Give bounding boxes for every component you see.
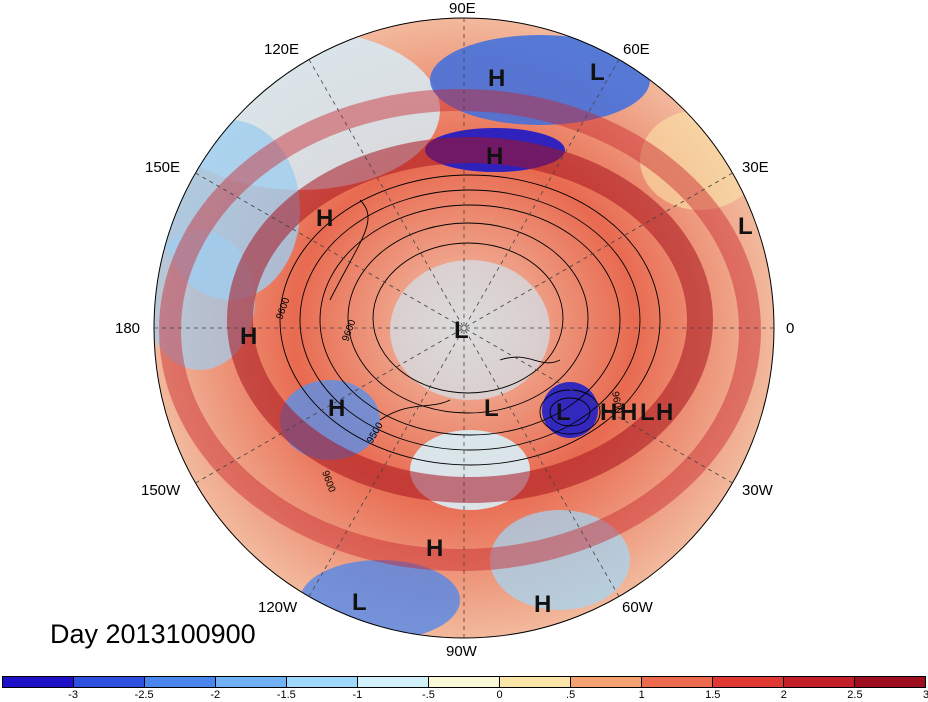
colorbar-tick-label: 0 (496, 689, 503, 701)
pressure-marker: H (656, 399, 673, 426)
pressure-marker: L (352, 589, 367, 616)
longitude-label: 90E (449, 0, 476, 17)
pressure-marker: H (328, 395, 345, 422)
colorbar-tick-label: -3 (68, 689, 78, 701)
longitude-label: 120E (264, 41, 300, 58)
colorbar-swatch (429, 677, 500, 687)
pressure-marker: H (316, 205, 333, 232)
colorbar-tick-label: 3 (922, 689, 928, 701)
colorbar-swatch (571, 677, 642, 687)
colorbar-tick-label: .5 (566, 689, 576, 701)
pressure-marker: L (640, 399, 655, 426)
pressure-marker: L (590, 59, 605, 86)
pressure-marker: H (620, 399, 637, 426)
date-title: Day 2013100900 (50, 619, 256, 649)
geopotential-contours (279, 174, 661, 466)
colorbar-swatch (74, 677, 145, 687)
colorbar-tick-label: -2 (210, 689, 221, 701)
colorbar-tick-label: -.5 (422, 689, 435, 701)
pressure-system-markers: H L H L H H L H L H H L H L H H L (240, 59, 753, 618)
colorbar-swatch (642, 677, 713, 687)
longitude-label: 60W (622, 599, 653, 616)
colorbar-swatch (3, 677, 74, 687)
pressure-marker: H (486, 143, 503, 170)
pressure-marker: H (488, 65, 505, 92)
colorbar-tick-label: 2.5 (847, 689, 863, 701)
colorbar-tick-label: 2 (780, 689, 787, 701)
longitude-label: 90W (446, 643, 477, 660)
colorbar-swatch (855, 677, 925, 687)
contour-label: 9600 (609, 391, 624, 415)
pressure-marker: L (556, 399, 571, 426)
longitude-label: 60E (623, 41, 650, 58)
longitude-label: 150W (141, 482, 181, 499)
pressure-marker: H (240, 323, 257, 350)
longitude-label: 30W (742, 482, 773, 499)
anomaly-field (154, 18, 774, 638)
colorbar-swatch (216, 677, 287, 687)
longitude-label: 150E (145, 159, 181, 176)
longitude-label: 180 (115, 320, 141, 337)
colorbar (2, 676, 926, 688)
colorbar-tick-label: -1 (352, 689, 363, 701)
colorbar-tick-label: -1.5 (276, 689, 296, 701)
longitude-label: 0 (786, 320, 795, 337)
pressure-marker: L (738, 213, 753, 240)
pressure-marker: L (454, 317, 469, 344)
colorbar-swatch (784, 677, 855, 687)
colorbar-tick-label: -2.5 (134, 689, 154, 701)
longitude-label: 120W (258, 599, 298, 616)
colorbar-swatch (713, 677, 784, 687)
colorbar-swatch (287, 677, 358, 687)
longitude-label: 30E (742, 159, 769, 176)
colorbar-tick-label: 1.5 (705, 689, 721, 701)
colorbar-swatch (500, 677, 571, 687)
colorbar-swatch (145, 677, 216, 687)
pressure-marker: H (426, 535, 443, 562)
colorbar-tick-label: 1 (638, 689, 645, 701)
pressure-marker: H (534, 591, 551, 618)
colorbar-swatch (358, 677, 429, 687)
pressure-marker: H (600, 399, 617, 426)
pressure-marker: L (484, 395, 499, 422)
